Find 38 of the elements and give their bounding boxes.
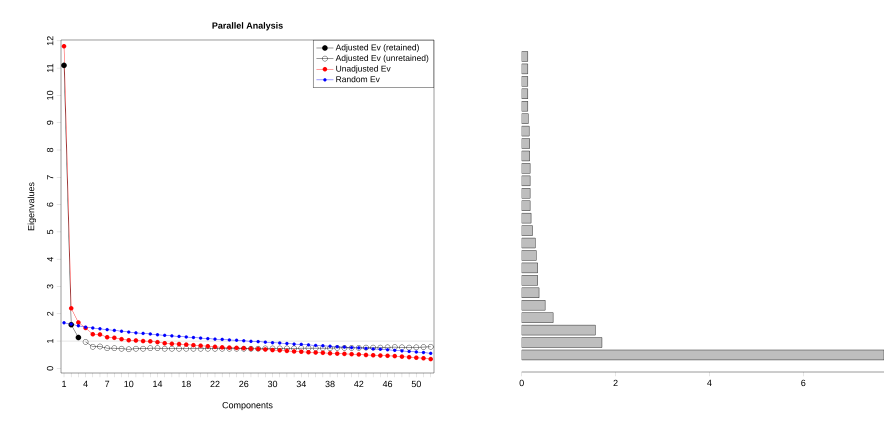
x-tick-label: 6 [801,380,806,386]
x-tick-label: 0 [520,380,524,386]
x-axis-title: Components [222,402,273,410]
y-tick-label: 6 [46,202,54,207]
x-tick-label: 34 [296,380,306,388]
y-axis-title: Eigenvalues [28,182,36,230]
y-tick-label: 11 [47,64,54,72]
y-tick-label: 4 [47,256,54,262]
chart-title: Parallel Analysis [212,22,283,30]
x-tick-label: 50 [412,380,421,388]
x-tick-label: 22 [210,380,220,388]
y-tick-label: 2 [46,312,54,316]
x-tick-label: 10 [124,380,134,388]
x-tick-label: 7 [105,380,110,387]
legend-label: Adjusted Ev (unretained) [336,54,428,63]
y-tick-label: 8 [46,148,54,152]
y-tick-label: 9 [46,120,54,125]
legend-label: Unadjusted Ev [336,65,391,74]
x-tick-label: 42 [354,380,364,388]
y-tick-label: 5 [46,230,54,234]
x-tick-label: 4 [83,380,88,387]
x-tick-label: 4 [707,380,712,386]
x-tick-label: 30 [268,380,278,388]
x-tick-label: 18 [182,380,191,388]
y-tick-label: 7 [47,175,54,180]
x-tick-label: 14 [153,380,162,387]
y-tick-label: 1 [47,339,54,343]
x-tick-label: 46 [382,380,392,388]
y-tick-label: 10 [46,90,54,100]
x-tick-label: 38 [325,380,335,388]
y-tick-label: 12 [46,36,54,46]
x-tick-label: 1 [62,380,66,387]
y-tick-label: 0 [46,366,54,371]
x-tick-label: 26 [239,380,248,388]
y-tick-label: 3 [46,284,54,289]
legend-label: Random Ev [336,76,380,82]
legend-label: Adjusted Ev (retained) [336,44,419,52]
x-tick-label: 2 [614,380,618,386]
